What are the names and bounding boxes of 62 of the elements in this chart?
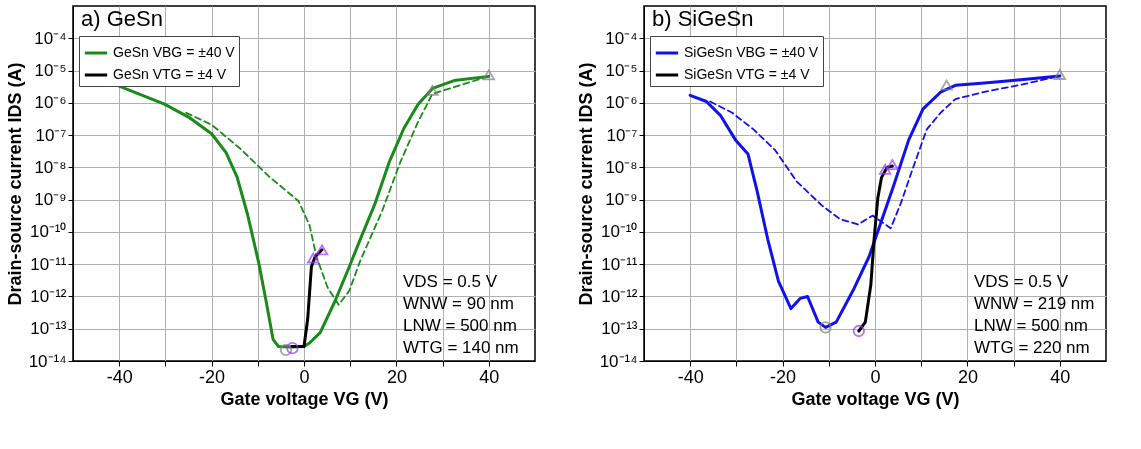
point bbox=[315, 244, 329, 256]
y-axis-title: Drain-source current IDS (A) bbox=[4, 62, 25, 306]
x-tick-label: 20 bbox=[957, 366, 978, 387]
x-tick-label: 0 bbox=[870, 366, 881, 387]
point bbox=[279, 343, 293, 357]
y-tick-label: 10⁻⁵ bbox=[34, 61, 67, 81]
y-tick-label: 10⁻⁹ bbox=[605, 190, 638, 210]
y-tick-label: 10⁻¹² bbox=[601, 286, 638, 306]
annotation: WTG = 220 nm bbox=[974, 338, 1090, 357]
annotation: LNW = 500 nm bbox=[403, 316, 517, 335]
y-tick-label: 10⁻⁴ bbox=[605, 28, 638, 48]
y-tick-label: 10⁻⁷ bbox=[35, 125, 67, 145]
x-tick-label: -20 bbox=[199, 366, 226, 387]
annotation: WTG = 140 nm bbox=[403, 338, 519, 357]
y-tick-label: 10⁻⁴ bbox=[34, 28, 67, 48]
y-tick-label: 10⁻¹³ bbox=[30, 319, 67, 339]
x-axis-title: Gate voltage VG (V) bbox=[791, 388, 960, 409]
point bbox=[286, 342, 299, 355]
x-tick-label: -40 bbox=[106, 366, 133, 387]
annotation: WNW = 90 nm bbox=[403, 294, 514, 313]
annotation: WNW = 219 nm bbox=[974, 294, 1095, 313]
point bbox=[1053, 69, 1066, 80]
legend-label: SiGeSn VTG = ±4 V bbox=[684, 66, 811, 82]
y-tick-label: 10⁻¹⁴ bbox=[599, 351, 638, 371]
y-tick-label: 10⁻⁷ bbox=[606, 125, 638, 145]
y-tick-label: 10⁻⁹ bbox=[34, 190, 67, 210]
point bbox=[886, 159, 899, 170]
annotation: LNW = 500 nm bbox=[974, 316, 1088, 335]
y-tick-label: 10⁻¹⁴ bbox=[28, 351, 67, 371]
point bbox=[307, 252, 320, 264]
x-tick-label: 40 bbox=[1050, 366, 1071, 387]
annotation: VDS = 0.5 V bbox=[974, 272, 1069, 291]
x-tick-label: 40 bbox=[479, 366, 500, 387]
chart-title: b) SiGeSn bbox=[652, 6, 754, 31]
y-tick-label: 10⁻¹⁰ bbox=[29, 222, 67, 242]
x-tick-label: 0 bbox=[299, 366, 310, 387]
y-tick-label: 10⁻¹⁰ bbox=[600, 222, 638, 242]
y-tick-label: 10⁻⁶ bbox=[34, 93, 67, 113]
point bbox=[852, 324, 865, 338]
x-axis-title: Gate voltage VG (V) bbox=[220, 388, 389, 409]
point bbox=[426, 84, 439, 96]
y-tick-label: 10⁻⁸ bbox=[605, 157, 638, 177]
y-tick-label: 10⁻¹³ bbox=[601, 319, 638, 339]
y-tick-label: 10⁻⁸ bbox=[34, 157, 67, 177]
legend-label: SiGeSn VBG = ±40 V bbox=[684, 44, 819, 60]
x-tick-label: 20 bbox=[386, 366, 407, 387]
point bbox=[879, 163, 892, 175]
y-tick-label: 10⁻¹¹ bbox=[601, 254, 638, 274]
y-tick-label: 10⁻⁵ bbox=[605, 61, 638, 81]
x-tick-label: -20 bbox=[770, 366, 797, 387]
legend-label: GeSn VBG = ±40 V bbox=[113, 44, 236, 60]
y-axis-title: Drain-source current IDS (A) bbox=[575, 62, 596, 306]
point bbox=[819, 321, 832, 334]
point bbox=[940, 79, 953, 91]
x-tick-label: -40 bbox=[677, 366, 704, 387]
chart-title: a) GeSn bbox=[81, 6, 163, 31]
y-tick-label: 10⁻⁶ bbox=[605, 93, 638, 113]
y-tick-label: 10⁻¹¹ bbox=[30, 254, 67, 274]
point bbox=[482, 69, 495, 81]
legend-label: GeSn VTG = ±4 V bbox=[113, 66, 227, 82]
annotation: VDS = 0.5 V bbox=[403, 272, 498, 291]
y-tick-label: 10⁻¹² bbox=[30, 286, 67, 306]
